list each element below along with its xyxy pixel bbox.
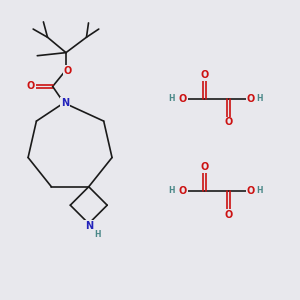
Text: O: O — [246, 186, 255, 196]
Text: O: O — [27, 82, 35, 92]
Text: N: N — [85, 221, 93, 231]
Text: H: H — [168, 187, 175, 196]
Text: O: O — [246, 94, 255, 104]
Text: H: H — [168, 94, 175, 103]
Text: H: H — [256, 94, 263, 103]
Text: O: O — [64, 66, 72, 76]
Text: O: O — [200, 70, 208, 80]
Text: O: O — [179, 186, 187, 196]
Text: H: H — [256, 187, 263, 196]
Text: O: O — [225, 210, 233, 220]
Text: H: H — [94, 230, 101, 239]
Text: O: O — [225, 117, 233, 127]
Text: O: O — [200, 162, 208, 172]
Text: O: O — [179, 94, 187, 104]
Text: N: N — [61, 98, 69, 108]
